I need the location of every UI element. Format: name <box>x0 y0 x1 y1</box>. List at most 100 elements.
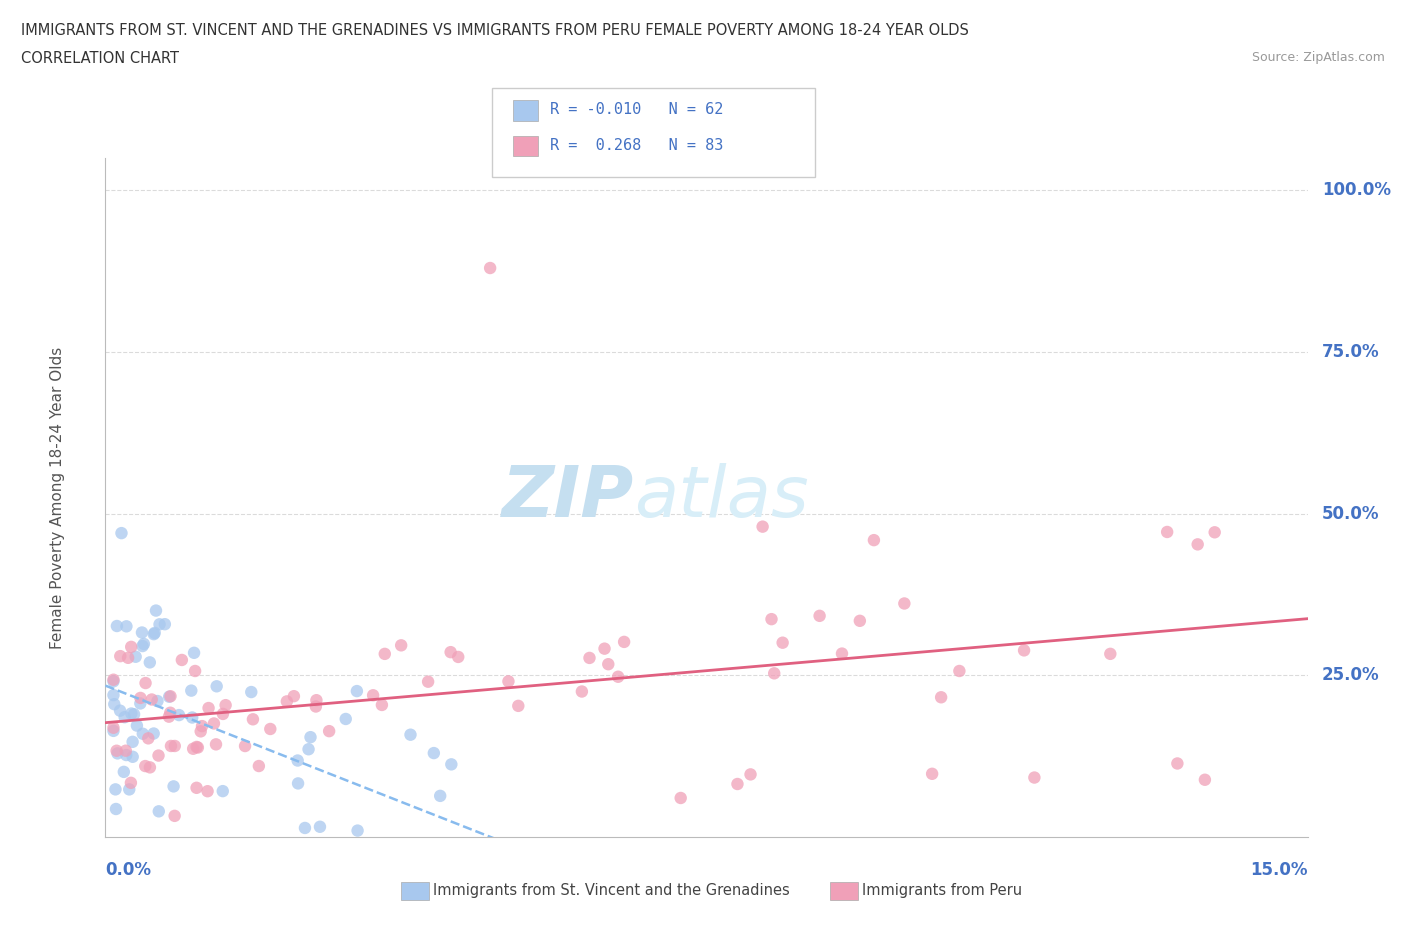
Point <box>134 759 156 774</box>
Point <box>309 819 332 834</box>
Point <box>142 726 165 741</box>
Point <box>808 608 831 623</box>
Point <box>143 626 166 641</box>
Text: Source: ZipAtlas.com: Source: ZipAtlas.com <box>1251 51 1385 64</box>
Point <box>103 672 125 687</box>
Point <box>554 917 576 930</box>
Point <box>1024 770 1046 785</box>
Point <box>121 735 143 750</box>
Point <box>197 700 219 715</box>
Point <box>115 618 138 633</box>
Point <box>120 776 142 790</box>
Text: IMMIGRANTS FROM ST. VINCENT AND THE GRENADINES VS IMMIGRANTS FROM PERU FEMALE PO: IMMIGRANTS FROM ST. VINCENT AND THE GREN… <box>21 23 969 38</box>
Point <box>118 782 141 797</box>
Point <box>141 692 163 707</box>
Point <box>751 519 773 534</box>
Point <box>929 690 952 705</box>
Point <box>498 674 520 689</box>
Point <box>374 646 396 661</box>
Point <box>104 802 127 817</box>
Point <box>139 760 162 775</box>
Point <box>205 679 228 694</box>
Point <box>159 705 181 720</box>
Point <box>187 740 209 755</box>
Point <box>214 698 236 712</box>
Point <box>276 694 298 709</box>
Point <box>399 727 422 742</box>
Text: R =  0.268   N = 83: R = 0.268 N = 83 <box>550 138 723 153</box>
Point <box>740 767 762 782</box>
Point <box>103 687 125 702</box>
Point <box>530 859 553 874</box>
Point <box>247 759 270 774</box>
Point <box>508 698 530 713</box>
Point <box>157 689 180 704</box>
Text: 50.0%: 50.0% <box>1322 505 1379 523</box>
Point <box>423 746 446 761</box>
Point <box>160 738 183 753</box>
Point <box>447 649 470 664</box>
Point <box>153 617 176 631</box>
Point <box>361 688 384 703</box>
Point <box>114 710 136 724</box>
Point <box>104 782 127 797</box>
Text: 75.0%: 75.0% <box>1322 343 1379 361</box>
Point <box>211 784 233 799</box>
Point <box>346 684 368 698</box>
Point <box>107 746 129 761</box>
Point <box>948 663 970 678</box>
Point <box>921 766 943 781</box>
Point <box>163 738 186 753</box>
Point <box>1204 525 1226 539</box>
Point <box>450 897 472 912</box>
Point <box>105 743 128 758</box>
Point <box>1166 756 1188 771</box>
Point <box>121 750 143 764</box>
Point <box>105 618 128 633</box>
Point <box>186 780 208 795</box>
Point <box>110 525 132 540</box>
Point <box>167 708 190 723</box>
Point <box>183 645 205 660</box>
Point <box>117 650 139 665</box>
Point <box>607 670 630 684</box>
Point <box>132 636 155 651</box>
Text: Immigrants from St. Vincent and the Grenadines: Immigrants from St. Vincent and the Gren… <box>433 884 790 898</box>
Text: ZIP: ZIP <box>502 463 634 532</box>
Text: 15.0%: 15.0% <box>1250 861 1308 879</box>
Point <box>170 653 193 668</box>
Point <box>108 703 131 718</box>
Point <box>131 625 153 640</box>
Text: CORRELATION CHART: CORRELATION CHART <box>21 51 179 66</box>
Point <box>436 877 458 892</box>
Point <box>440 644 463 659</box>
Point <box>593 641 616 656</box>
Point <box>479 260 502 275</box>
Point <box>103 674 125 689</box>
Point <box>863 533 886 548</box>
Point <box>125 718 148 733</box>
Point <box>849 614 872 629</box>
Point <box>163 808 186 823</box>
Text: 100.0%: 100.0% <box>1322 181 1391 199</box>
Point <box>191 719 214 734</box>
Point <box>122 707 145 722</box>
Point <box>110 649 132 664</box>
Point <box>613 634 636 649</box>
Point <box>1099 646 1122 661</box>
Point <box>571 684 593 699</box>
Point <box>346 823 368 838</box>
Point <box>212 707 235 722</box>
Point <box>240 684 263 699</box>
Point <box>283 689 305 704</box>
Point <box>181 741 204 756</box>
Text: atlas: atlas <box>634 463 808 532</box>
Point <box>287 776 309 790</box>
Point <box>197 784 219 799</box>
Point <box>318 724 340 738</box>
Point <box>162 779 184 794</box>
Point <box>299 730 322 745</box>
Point <box>103 697 125 711</box>
Point <box>142 627 165 642</box>
Point <box>233 738 256 753</box>
